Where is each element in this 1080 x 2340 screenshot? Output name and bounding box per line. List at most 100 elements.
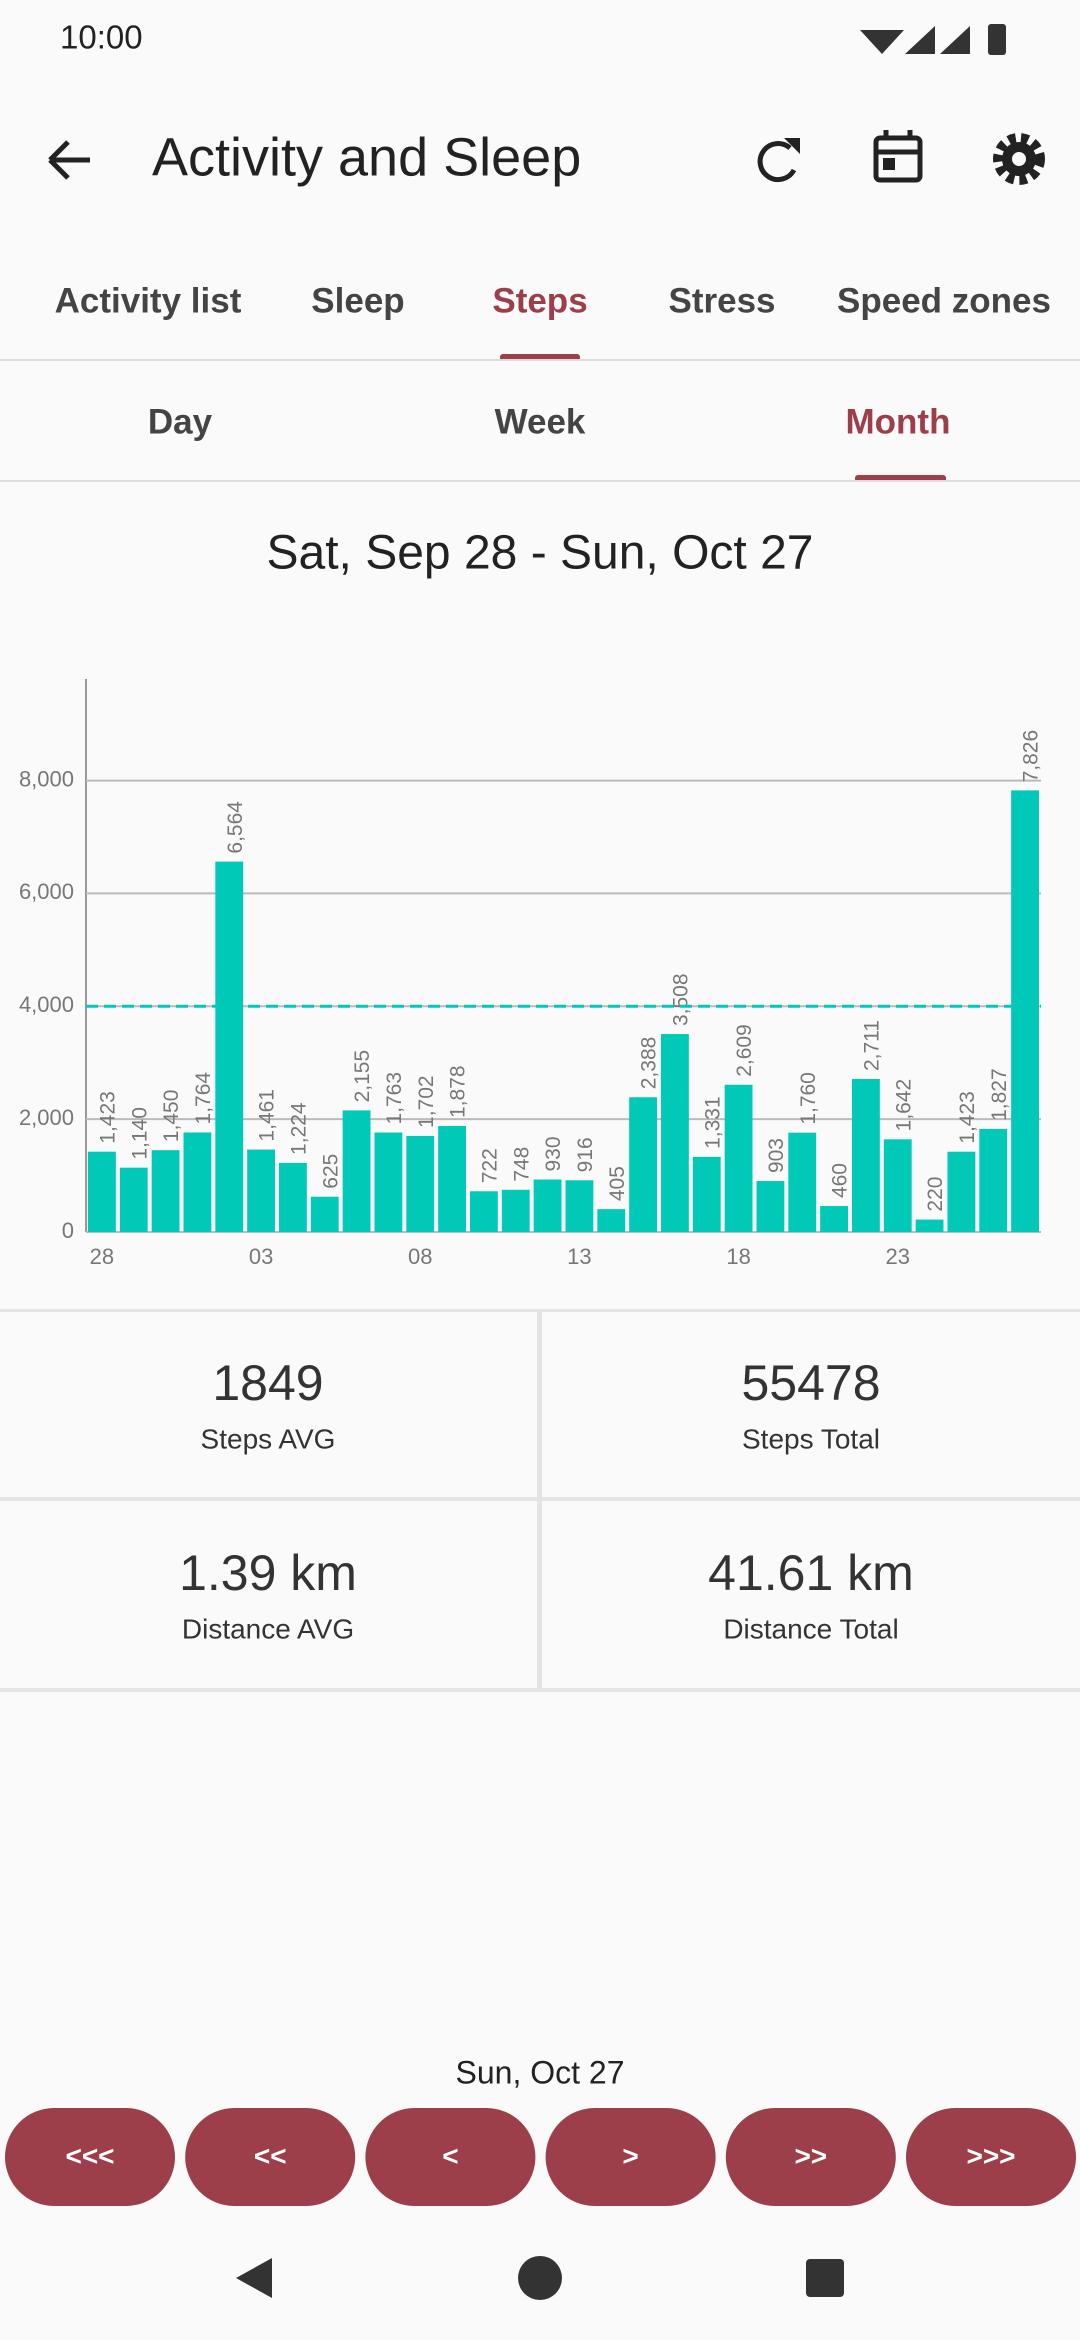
bar <box>438 1126 466 1232</box>
nav-button[interactable] <box>545 2108 716 2206</box>
nav-home[interactable] <box>518 2256 562 2300</box>
x-tick-label: 28 <box>90 1244 114 1269</box>
status-time: 10:00 <box>60 19 143 56</box>
stat-value: 55478 <box>741 1355 880 1411</box>
back-button[interactable] <box>48 140 90 180</box>
stat-value: 1.39 km <box>179 1545 357 1601</box>
period-tab[interactable]: Week <box>495 402 586 441</box>
bar <box>883 1139 912 1232</box>
x-tick-label: 23 <box>886 1244 910 1269</box>
period-tab[interactable]: Day <box>148 402 213 441</box>
value-label: 2,388 <box>638 1037 661 1090</box>
bar <box>279 1162 307 1232</box>
bar <box>565 1180 594 1232</box>
value-label: 722 <box>478 1148 501 1183</box>
value-label: 748 <box>510 1147 533 1182</box>
value-label: 1,827 <box>988 1068 1011 1121</box>
value-label: 1,702 <box>415 1075 438 1128</box>
tab[interactable]: Steps <box>492 281 587 320</box>
bar <box>629 1097 657 1232</box>
bar <box>215 861 244 1232</box>
bar <box>692 1156 721 1232</box>
date-range: Sat, Sep 28 - Sun, Oct 27 <box>267 527 814 580</box>
nav-button-label[interactable]: >>> <box>966 2140 1015 2171</box>
value-label: 1,450 <box>160 1090 183 1143</box>
selected-date: Sun, Oct 27 <box>456 2054 625 2090</box>
refresh-button[interactable] <box>757 138 800 182</box>
value-label: 1,642 <box>892 1079 915 1132</box>
bar <box>247 1149 275 1232</box>
value-label: 1,224 <box>287 1102 310 1155</box>
bar <box>88 1151 116 1232</box>
nav-recents[interactable] <box>806 2259 844 2297</box>
calendar-button[interactable] <box>873 130 923 183</box>
stat-value: 41.61 km <box>708 1545 914 1601</box>
stat-value: 1849 <box>212 1355 323 1411</box>
steps-chart: 0 2,000 4,000 6,000 8,000 28 1,423 1,140 1,450 1,… <box>19 679 1043 1269</box>
y-tick-label: 0 <box>62 1218 74 1243</box>
y-tick-label: 4,000 <box>19 992 74 1017</box>
value-label: 903 <box>765 1138 788 1173</box>
stat-label: Steps Total <box>742 1423 880 1454</box>
nav-button[interactable] <box>5 2108 175 2206</box>
value-label: 1,423 <box>956 1091 979 1144</box>
nav-button[interactable] <box>185 2108 356 2206</box>
app-title: Activity and Sleep <box>152 127 581 187</box>
value-label: 1,764 <box>192 1072 215 1125</box>
value-label: 1,423 <box>96 1091 119 1144</box>
nav-back[interactable] <box>236 2258 272 2298</box>
bar <box>1011 790 1039 1232</box>
nav-button-label[interactable]: < <box>442 2140 458 2171</box>
bar <box>852 1079 880 1232</box>
stat-label: Steps AVG <box>201 1423 336 1454</box>
value-label: 916 <box>574 1137 597 1172</box>
divider <box>0 1309 1080 1312</box>
bar <box>119 1167 148 1232</box>
value-label: 1,140 <box>128 1107 151 1160</box>
value-label: 2,609 <box>733 1024 756 1077</box>
divider <box>0 359 1080 361</box>
nav-button-label[interactable]: <<< <box>65 2140 114 2171</box>
value-label: 6,564 <box>224 801 247 854</box>
tab[interactable]: Activity list <box>55 281 242 320</box>
y-tick-label: 6,000 <box>19 879 74 904</box>
value-label: 460 <box>829 1163 852 1198</box>
value-label: 2,711 <box>860 1020 883 1071</box>
value-label: 405 <box>606 1166 629 1201</box>
tab[interactable]: Speed zones <box>837 281 1051 320</box>
nav-button-label[interactable]: << <box>254 2140 287 2171</box>
nav-button[interactable] <box>906 2108 1076 2206</box>
period-tab[interactable]: Month <box>846 402 951 441</box>
nav-button[interactable] <box>365 2108 536 2206</box>
value-label: 930 <box>542 1136 565 1171</box>
value-label: 1,331 <box>701 1096 724 1149</box>
bar <box>724 1084 753 1232</box>
bar <box>597 1209 626 1232</box>
value-label: 2,155 <box>351 1050 374 1103</box>
x-tick-label: 08 <box>408 1244 432 1269</box>
value-label: 1,461 <box>256 1089 279 1142</box>
value-label: 3,508 <box>669 973 692 1026</box>
bar <box>756 1181 785 1232</box>
value-label: 1,878 <box>447 1065 470 1118</box>
bar <box>947 1151 976 1232</box>
bar <box>342 1110 371 1232</box>
bar <box>151 1150 180 1232</box>
bar <box>820 1206 848 1232</box>
tab[interactable]: Stress <box>668 281 775 320</box>
stat-label: Distance AVG <box>182 1613 354 1644</box>
x-tick-label: 18 <box>726 1244 750 1269</box>
nav-button[interactable] <box>725 2108 896 2206</box>
bar <box>661 1034 689 1232</box>
settings-button[interactable] <box>993 133 1045 185</box>
y-tick-label: 8,000 <box>19 766 74 791</box>
bar <box>788 1132 817 1232</box>
nav-button-label[interactable]: >> <box>794 2140 827 2171</box>
x-tick-label: 13 <box>567 1244 591 1269</box>
bar <box>374 1132 403 1232</box>
x-tick-label: 03 <box>249 1244 273 1269</box>
nav-button-label[interactable]: > <box>622 2140 638 2171</box>
bar <box>979 1128 1008 1232</box>
tab[interactable]: Sleep <box>311 281 404 320</box>
